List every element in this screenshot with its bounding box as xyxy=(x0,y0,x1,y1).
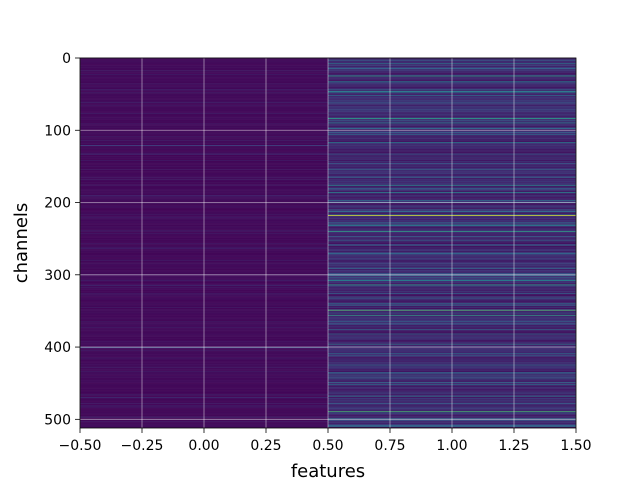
y-tick-label: 300 xyxy=(44,268,71,284)
x-tick-label: 1.25 xyxy=(498,438,529,454)
y-tick-label: 200 xyxy=(44,196,71,212)
plot-area xyxy=(79,57,577,429)
y-tick-label: 0 xyxy=(62,51,71,67)
y-axis-label: channels xyxy=(11,203,32,284)
x-tick-label: −0.25 xyxy=(121,438,164,454)
x-tick-label: 0.00 xyxy=(188,438,219,454)
y-tick-label: 400 xyxy=(44,340,71,356)
y-axis: 0 100 200 300 400 500 xyxy=(44,51,80,428)
x-tick-label: 1.50 xyxy=(560,438,591,454)
y-tick-label: 100 xyxy=(44,123,71,139)
x-axis-label: features xyxy=(291,461,365,480)
x-tick-label: 0.25 xyxy=(250,438,281,454)
x-axis: −0.50 −0.25 0.00 0.25 0.50 0.75 1.00 1.25 1.50 xyxy=(59,428,592,454)
x-tick-label: 0.50 xyxy=(312,438,343,454)
x-tick-label: 1.00 xyxy=(436,438,467,454)
x-tick-label: −0.50 xyxy=(59,438,102,454)
y-tick-label: 500 xyxy=(44,412,71,428)
x-tick-label: 0.75 xyxy=(374,438,405,454)
